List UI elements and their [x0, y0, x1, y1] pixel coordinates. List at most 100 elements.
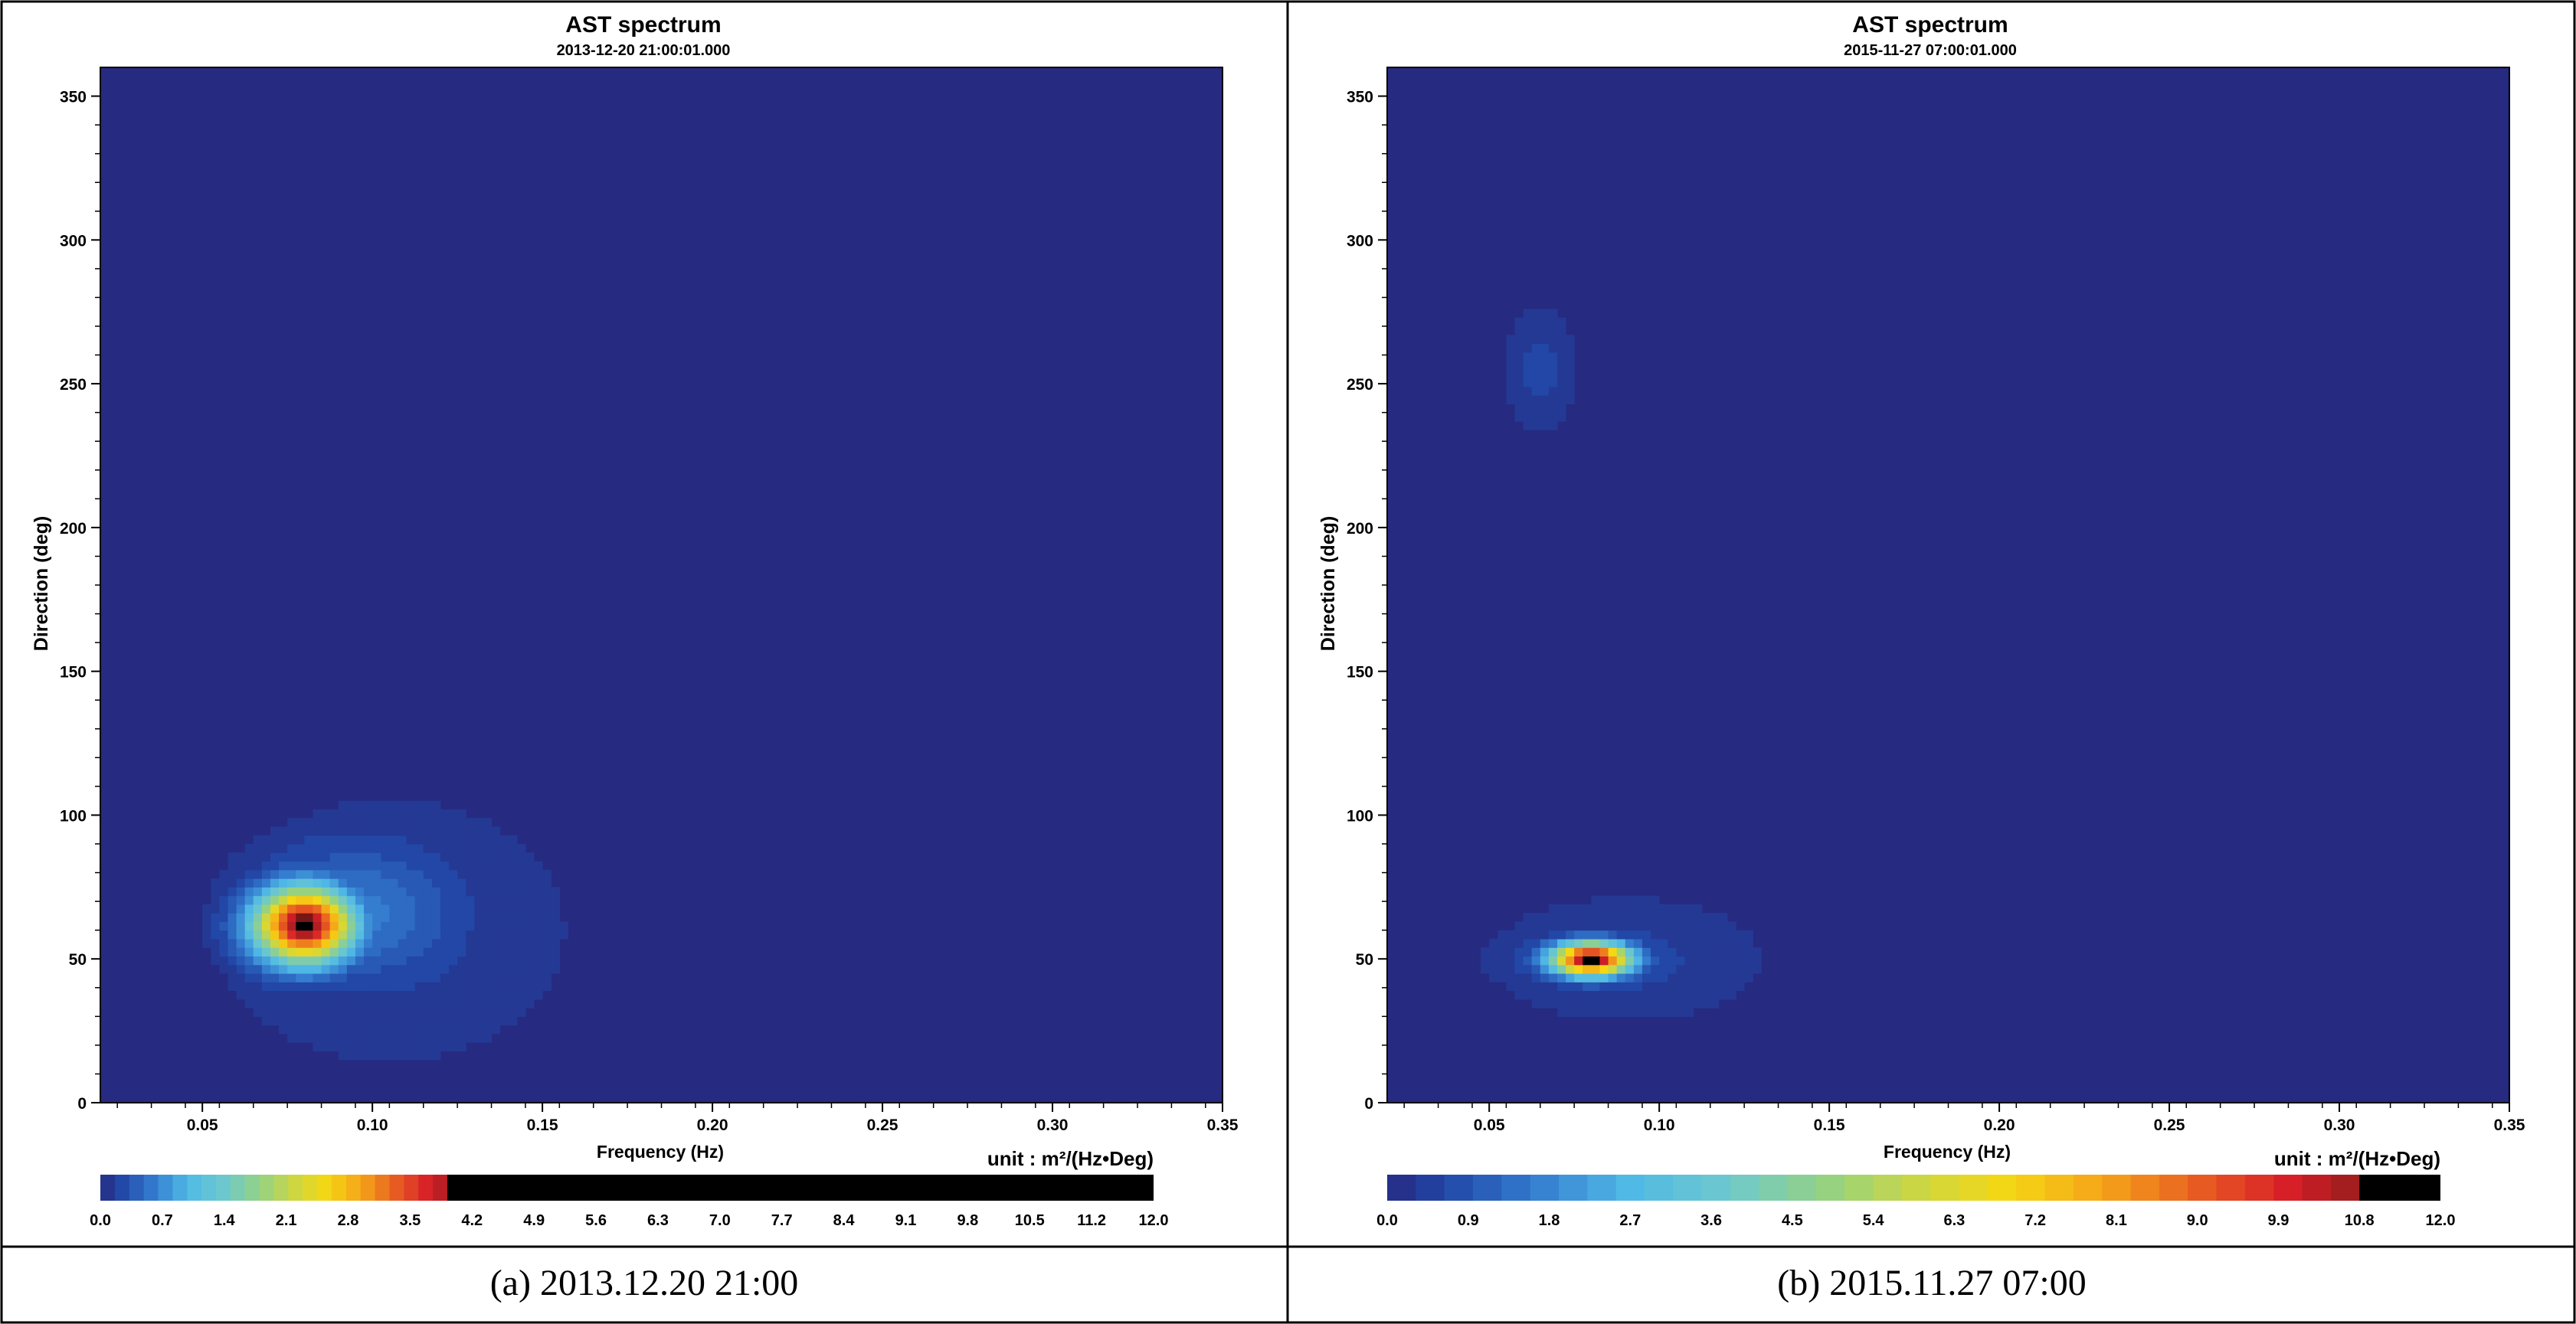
- heat-cell: [1523, 378, 1533, 387]
- heat-cell: [1548, 938, 1558, 948]
- heat-cell: [253, 844, 263, 853]
- heat-cell: [296, 990, 305, 1000]
- heat-cell: [525, 887, 535, 897]
- heat-cell: [372, 947, 381, 957]
- heat-cell: [261, 999, 271, 1009]
- colorbar-tick-label: 10.8: [2345, 1212, 2375, 1229]
- heat-cell: [1744, 930, 1753, 940]
- heat-cell: [364, 826, 373, 836]
- heat-cell: [398, 1008, 408, 1017]
- heat-cell: [1574, 990, 1583, 1000]
- heat-cell: [355, 982, 365, 992]
- heat-cell: [440, 1016, 450, 1026]
- heat-cell: [1625, 921, 1635, 931]
- heat-cell: [1540, 947, 1550, 957]
- colorbar-tick-label: 3.6: [1700, 1212, 1722, 1229]
- heat-cell: [355, 973, 365, 982]
- heat-cell: [551, 904, 560, 914]
- heat-cell: [287, 895, 296, 905]
- heat-cell: [1701, 913, 1711, 922]
- heat-cell: [1736, 956, 1745, 966]
- heat-cell: [1591, 999, 1601, 1009]
- heat-cell: [1668, 1008, 1677, 1017]
- colorbar-tick-label: 5.4: [1863, 1212, 1885, 1229]
- heat-cell: [296, 869, 305, 879]
- heat-cell: [338, 852, 348, 862]
- heat-cell: [296, 904, 305, 914]
- heat-cell: [364, 852, 373, 862]
- y-tick-label: 250: [60, 376, 87, 394]
- heat-cell: [313, 1025, 322, 1035]
- heat-cell: [1566, 982, 1575, 992]
- heat-cell: [449, 956, 458, 966]
- heat-cell: [1583, 921, 1592, 931]
- heat-cell: [414, 1025, 424, 1035]
- heat-cell: [1548, 913, 1558, 922]
- heat-cell: [329, 982, 339, 992]
- heat-cell: [1701, 990, 1711, 1000]
- heat-cell: [534, 973, 543, 982]
- heat-cell: [457, 982, 466, 992]
- heat-cell: [525, 930, 535, 940]
- heat-cell: [1556, 386, 1566, 396]
- heat-cell: [381, 835, 390, 845]
- heat-cell: [1710, 973, 1720, 982]
- heat-cell: [466, 964, 475, 974]
- heat-cell: [474, 1033, 484, 1043]
- y-tick-label: 150: [1347, 664, 1373, 682]
- heat-cell: [457, 852, 466, 862]
- heat-cell: [491, 826, 501, 836]
- heat-cell: [1608, 990, 1618, 1000]
- heat-cell: [1616, 973, 1626, 982]
- heat-cell: [1718, 964, 1728, 974]
- heat-cell: [1684, 921, 1694, 931]
- heat-cell: [372, 990, 381, 1000]
- heat-cell: [466, 930, 475, 940]
- heat-cell: [321, 930, 331, 940]
- heat-cell: [414, 973, 424, 982]
- heat-cell: [346, 1042, 356, 1051]
- heat-cell: [270, 973, 280, 982]
- heat-cell: [414, 1042, 424, 1051]
- heat-cell: [1583, 938, 1592, 948]
- heat-cell: [321, 913, 331, 922]
- heat-cell: [1523, 913, 1533, 922]
- heat-cell: [1523, 386, 1533, 396]
- heat-cell: [1736, 938, 1745, 948]
- heat-cell: [321, 999, 331, 1009]
- heat-cell: [440, 869, 450, 879]
- colorbar-swatch: [2330, 1175, 2361, 1201]
- heat-cell: [534, 964, 543, 974]
- heat-cell: [1540, 956, 1550, 966]
- heat-cell: [313, 809, 322, 819]
- heat-cell: [1599, 913, 1609, 922]
- heat-cell: [296, 1016, 305, 1026]
- heat-cell: [1506, 343, 1516, 353]
- heat-cell: [287, 930, 296, 940]
- heat-cell: [406, 826, 416, 836]
- heat-cell: [1514, 990, 1524, 1000]
- heat-cell: [296, 818, 305, 828]
- heat-cell: [516, 904, 526, 914]
- heat-cell: [525, 861, 535, 871]
- heat-cell: [474, 947, 484, 957]
- heat-cell: [449, 887, 458, 897]
- heat-cell: [449, 938, 458, 948]
- colorbar-swatch: [1530, 1175, 1560, 1201]
- heat-cell: [1616, 895, 1626, 905]
- heatmap-cells: [1481, 309, 1762, 1017]
- heat-cell: [296, 895, 305, 905]
- heat-cell: [261, 938, 271, 948]
- heat-cell: [1548, 921, 1558, 931]
- y-tick-label: 0: [77, 1095, 87, 1113]
- heat-cell: [1616, 999, 1626, 1009]
- heat-cell: [1693, 982, 1703, 992]
- heat-cell: [534, 947, 543, 957]
- heat-cell: [449, 1033, 458, 1043]
- heat-cell: [1556, 369, 1566, 379]
- heat-cell: [1540, 964, 1550, 974]
- heat-cell: [414, 861, 424, 871]
- heat-cell: [236, 869, 246, 879]
- heat-cell: [423, 1008, 433, 1017]
- heat-cell: [406, 895, 416, 905]
